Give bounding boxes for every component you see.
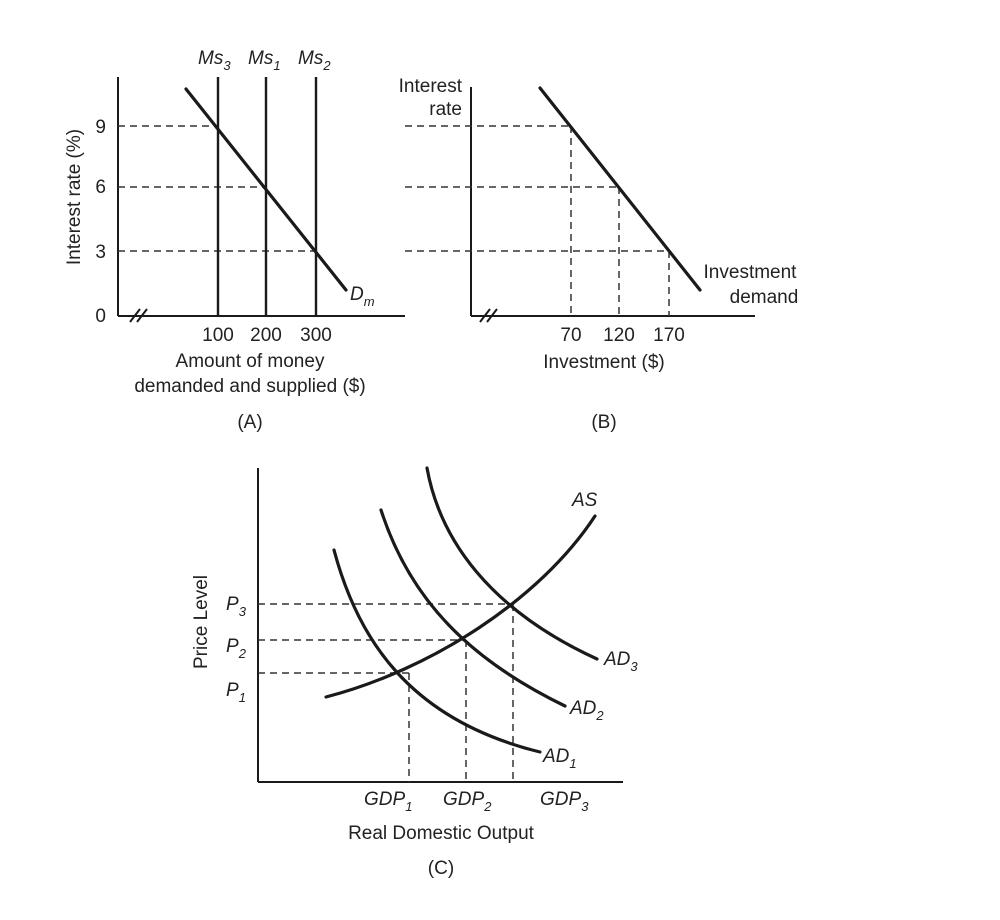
panel-b-axis-break-icon: [479, 308, 498, 323]
panel-b-y-label-line-1: Interest: [399, 76, 463, 97]
p3-label: P3: [226, 594, 247, 619]
panel-b-y-label-line-2: rate: [429, 99, 462, 120]
ad2-label: AD2: [569, 698, 604, 723]
panel-b-x-label: Investment ($): [543, 352, 664, 373]
ms3-label: Ms3: [198, 48, 231, 73]
as-label: AS: [571, 490, 598, 511]
panel-a-x-tick-300: 300: [300, 325, 332, 346]
panel-a-x-tick-200: 200: [250, 325, 282, 346]
panel-a-caption: (A): [237, 412, 262, 433]
money-demand-curve: [184, 87, 348, 292]
panel-c: Price Level AS AD1 AD2 AD3 P3 P2 P1 GDP1…: [191, 466, 638, 879]
panel-b-x-tick-170: 170: [653, 325, 685, 346]
p1-label: P1: [226, 680, 246, 705]
panel-a: Interest rate (%) 0 3 6 9 100 200 300 Am…: [64, 48, 405, 433]
panel-b-caption: (B): [591, 412, 616, 433]
gdp3-label: GDP3: [540, 789, 589, 814]
panel-a-axis-break-icon: [129, 308, 148, 323]
ms2-label: Ms2: [298, 48, 331, 73]
panel-c-caption: (C): [428, 858, 454, 879]
panel-a-x-label-line-1: Amount of money: [176, 351, 325, 372]
ad3-label: AD3: [603, 649, 638, 674]
investment-demand-label-line-2: demand: [730, 287, 799, 308]
panel-c-y-label: Price Level: [191, 575, 212, 669]
ad1-label: AD1: [542, 746, 577, 771]
p2-label: P2: [226, 636, 247, 661]
panel-a-x-label-line-2: demanded and supplied ($): [134, 376, 365, 397]
panel-a-y-tick-9: 9: [95, 117, 106, 138]
investment-demand-label-line-1: Investment: [704, 262, 798, 283]
panel-c-x-label: Real Domestic Output: [348, 823, 535, 844]
investment-demand-curve: [538, 86, 702, 292]
panel-a-y-tick-6: 6: [95, 177, 106, 198]
as-curve: [324, 514, 597, 699]
panel-a-y-tick-0: 0: [95, 306, 106, 327]
ad3-curve: [425, 466, 599, 661]
panel-a-y-label: Interest rate (%): [64, 129, 85, 265]
ms1-label: Ms1: [248, 48, 281, 73]
gdp2-label: GDP2: [443, 789, 492, 814]
panel-b: Interest rate Investment demand 70 120 1…: [399, 76, 799, 433]
money-demand-label: Dm: [350, 284, 375, 309]
gdp1-label: GDP1: [364, 789, 412, 814]
panel-b-x-tick-120: 120: [603, 325, 635, 346]
panel-b-x-tick-70: 70: [560, 325, 581, 346]
panel-a-y-tick-3: 3: [95, 242, 106, 263]
ad1-curve: [332, 548, 542, 754]
ad2-curve: [379, 508, 567, 708]
panel-a-x-tick-100: 100: [202, 325, 234, 346]
